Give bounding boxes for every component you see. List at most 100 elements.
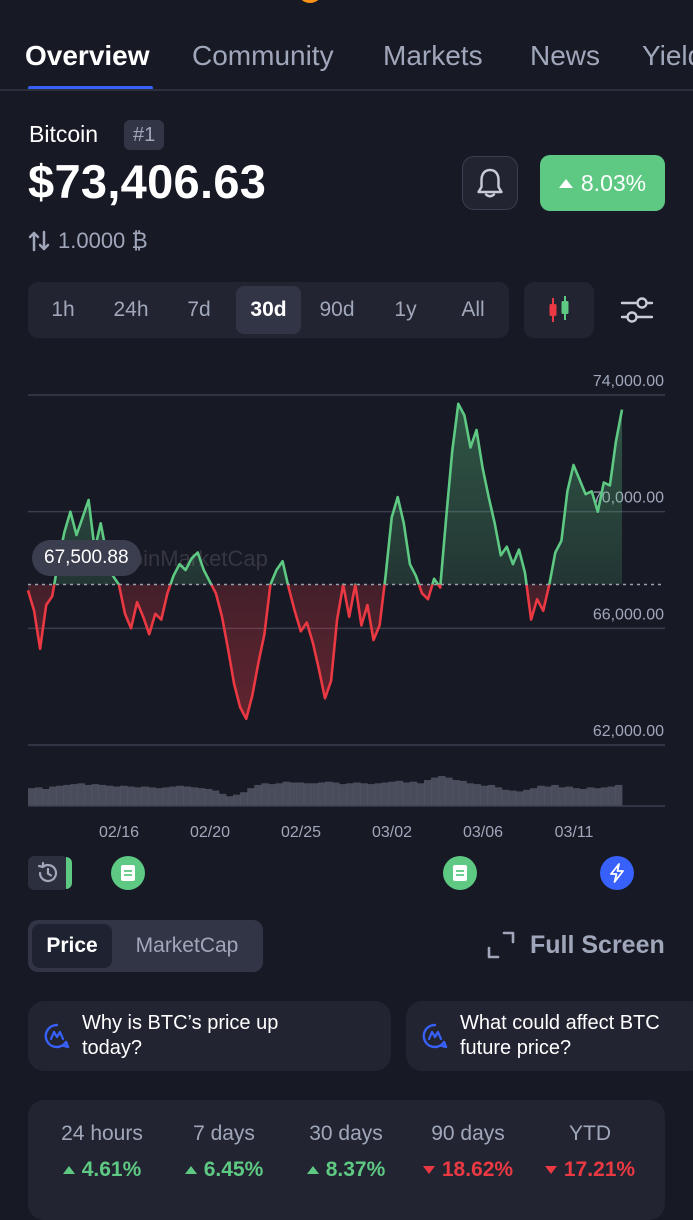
volume-bar	[141, 786, 149, 806]
coin-logo-partial	[297, 0, 323, 3]
tab-community[interactable]: Community	[192, 40, 334, 71]
x-tick-label: 02/16	[99, 824, 139, 841]
volume-bar	[339, 784, 347, 806]
range-7d[interactable]: 7d	[187, 298, 211, 321]
flash-event-marker[interactable]	[600, 856, 634, 890]
question-card[interactable]: What could affect BTC future price?	[406, 1001, 693, 1071]
range-24h[interactable]: 24h	[113, 298, 149, 321]
volume-bar	[515, 791, 524, 806]
stat-value: 18.62%	[441, 1158, 514, 1181]
volume-bar	[544, 786, 552, 806]
news-icon	[453, 865, 467, 881]
range-90d[interactable]: 90d	[319, 298, 355, 321]
volume-bar	[565, 786, 573, 806]
volume-bar	[586, 787, 595, 806]
caret-down-icon	[422, 1166, 435, 1174]
volume-bars	[28, 776, 665, 807]
full-screen-button[interactable]: Full Screen	[486, 930, 665, 960]
news-event-marker[interactable]	[111, 856, 145, 890]
volume-bar	[218, 793, 227, 806]
candlestick-toggle-button[interactable]	[524, 282, 594, 338]
volume-bar	[176, 785, 184, 806]
news-event-marker[interactable]	[443, 856, 477, 890]
volume-bar	[105, 785, 114, 806]
range-30d[interactable]: 30d	[236, 286, 301, 334]
stat-ytd: YTD 17.21%	[530, 1122, 650, 1182]
volume-bar	[395, 780, 404, 806]
tab-markets[interactable]: Markets	[383, 40, 483, 71]
volume-bar	[275, 783, 283, 806]
volume-bar	[360, 783, 368, 806]
price-line-down	[26, 584, 551, 721]
volume-bar	[438, 776, 446, 806]
volume-bar	[119, 785, 128, 806]
volume-bar	[204, 788, 213, 806]
volume-bar	[445, 777, 453, 806]
chart-settings-button[interactable]	[616, 292, 658, 328]
expand-icon	[487, 931, 515, 959]
volume-bar	[282, 781, 291, 806]
tab-overview[interactable]: Overview	[25, 40, 150, 71]
volume-bar	[63, 784, 71, 806]
volume-bar	[346, 783, 354, 806]
history-button[interactable]	[28, 856, 68, 890]
stat-90d: 90 days 18.62%	[408, 1122, 528, 1182]
volume-bar	[325, 781, 333, 806]
sliders-icon	[620, 297, 654, 323]
range-1y[interactable]: 1y	[394, 298, 417, 321]
flash-icon	[610, 863, 624, 883]
volume-bar	[551, 784, 559, 806]
stat-value: 17.21%	[563, 1158, 636, 1181]
volume-bar	[537, 785, 545, 806]
question-card[interactable]: Why is BTC’s price up today?	[28, 1001, 391, 1071]
volume-bar	[233, 794, 241, 806]
price-alert-button[interactable]	[462, 156, 518, 210]
volume-bar	[162, 787, 170, 806]
volume-bar	[77, 783, 85, 806]
price-change-badge[interactable]: 8.03%	[540, 155, 665, 211]
volume-bar	[494, 787, 503, 806]
volume-bar	[98, 784, 107, 806]
volume-bar	[155, 788, 163, 806]
news-icon	[121, 865, 135, 881]
btc-conversion[interactable]: 1.0000 ₿	[28, 228, 148, 254]
volume-bar	[317, 782, 326, 806]
event-marker-partial[interactable]	[66, 857, 72, 889]
volume-bar	[127, 786, 135, 806]
tab-news[interactable]: News	[530, 40, 601, 71]
tabs-divider	[0, 89, 693, 91]
volume-bar	[268, 784, 276, 806]
volume-bar	[473, 784, 481, 806]
tab-yield[interactable]: Yield	[642, 40, 693, 71]
toggle-marketcap[interactable]: MarketCap	[135, 934, 239, 957]
volume-bar	[183, 786, 192, 806]
volume-bar	[424, 780, 432, 806]
ai-chat-icon	[422, 1023, 448, 1049]
x-tick-label: 03/02	[372, 824, 412, 841]
volume-bar	[402, 782, 411, 806]
volume-bar	[431, 777, 439, 806]
full-screen-label: Full Screen	[530, 930, 665, 959]
toggle-price[interactable]: Price	[32, 924, 112, 968]
coin-price: $73,406.63	[28, 155, 267, 208]
volume-bar	[558, 787, 566, 806]
volume-bar	[409, 781, 418, 806]
volume-bar	[416, 783, 425, 806]
stat-label: 90 days	[431, 1122, 505, 1145]
volume-bar	[190, 787, 199, 806]
volume-bar	[614, 784, 623, 806]
stat-value: 4.61%	[81, 1158, 142, 1181]
bell-icon	[477, 168, 503, 198]
volume-bar	[593, 788, 602, 806]
question-text-line2: future price?	[460, 1037, 572, 1059]
range-1h[interactable]: 1h	[51, 298, 75, 321]
volume-bar	[452, 780, 460, 806]
x-tick-label: 02/25	[281, 824, 321, 841]
y-tick-label: 62,000.00	[593, 723, 664, 740]
swap-arrows-icon	[28, 230, 50, 252]
coin-name: Bitcoin	[29, 121, 99, 147]
price-area-down	[28, 584, 622, 719]
range-all[interactable]: All	[461, 298, 485, 321]
